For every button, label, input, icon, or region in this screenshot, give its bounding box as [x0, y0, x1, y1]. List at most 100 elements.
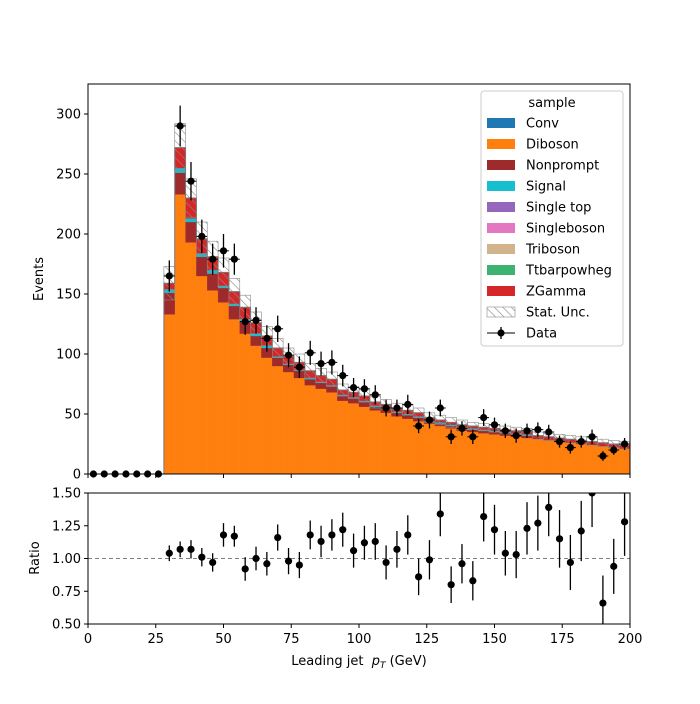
ratio-point — [490, 526, 499, 534]
bar-diboson — [293, 377, 305, 474]
bar-diboson — [532, 439, 544, 474]
bar-diboson — [337, 400, 349, 474]
x-tick-label: 100 — [347, 632, 372, 647]
ratio-point — [610, 562, 618, 570]
bar-nonprompt — [402, 415, 414, 419]
ratio-point — [252, 554, 260, 563]
ratio-point — [382, 558, 390, 567]
data-point — [480, 414, 488, 422]
ratio-point — [306, 531, 314, 539]
data-point — [317, 360, 325, 368]
bar-nonprompt — [185, 221, 197, 243]
bar-nonprompt — [217, 287, 230, 303]
ratio-y-axis-label: Ratio — [28, 541, 43, 574]
ratio-point — [458, 560, 466, 568]
data-point — [436, 404, 444, 412]
bar-diboson — [272, 365, 284, 474]
ratio-point — [588, 493, 596, 497]
ratio-y-tick-label: 0.50 — [52, 618, 81, 633]
data-point — [382, 404, 390, 412]
legend-marker — [497, 329, 505, 337]
main-y-axis-label: Events — [32, 257, 47, 301]
bar-nonprompt — [478, 430, 490, 434]
bar-diboson — [250, 345, 262, 474]
data-point — [599, 452, 607, 460]
y-tick-label: 0 — [73, 468, 81, 483]
bar-diboson — [575, 443, 587, 474]
ratio-y-tick-label: 1.00 — [52, 552, 81, 567]
bar-nonprompt — [337, 395, 349, 401]
bar-nonprompt — [326, 386, 338, 393]
ratio-point — [230, 532, 238, 540]
data-point — [284, 351, 293, 359]
ratio-point — [480, 512, 488, 521]
x-tick-label: 125 — [414, 632, 439, 647]
bar-diboson — [380, 412, 392, 474]
x-tick-label: 175 — [550, 632, 575, 647]
data-point — [230, 255, 238, 263]
main-panel: 0 50 100 150 200 250 300 Events — [32, 83, 631, 483]
x-tick-label: 0 — [84, 632, 92, 647]
bar-diboson — [174, 194, 186, 474]
data-point — [187, 177, 195, 185]
bar-diboson — [586, 445, 598, 474]
legend-label: Triboson — [525, 243, 580, 258]
legend-label: Data — [526, 327, 557, 342]
bar-diboson — [185, 242, 197, 474]
bar-diboson — [488, 434, 501, 474]
x-tick-label: 25 — [147, 632, 164, 647]
data-point — [577, 438, 585, 446]
legend-swatch — [487, 202, 515, 212]
bar-nonprompt — [315, 382, 327, 389]
data-point — [339, 372, 347, 380]
bar-diboson — [304, 385, 316, 474]
ratio-point — [425, 556, 434, 564]
legend-label: Diboson — [526, 138, 579, 153]
bar-diboson — [217, 302, 230, 474]
legend-label: Conv — [526, 117, 559, 132]
ratio-point — [328, 531, 336, 539]
bar-nonprompt — [348, 398, 360, 404]
data-point — [209, 255, 217, 263]
legend-label: Signal — [526, 180, 566, 195]
legend-entries: Conv Diboson Nonprompt Signal Single top Sing… — [486, 117, 612, 342]
bar-diboson — [619, 448, 630, 474]
x-axis-label-p: p — [371, 654, 380, 669]
data-point — [534, 426, 542, 434]
data-point — [469, 433, 477, 441]
ratio-point — [360, 539, 369, 547]
bar-nonprompt — [228, 305, 240, 320]
data-point — [501, 427, 509, 435]
y-tick-label: 150 — [56, 288, 81, 303]
bar-nonprompt — [196, 256, 208, 277]
ratio-point — [469, 577, 477, 585]
bar-diboson — [423, 423, 436, 474]
ratio-y-ticks: 0.50 0.75 1.00 1.25 1.50 — [52, 487, 88, 633]
legend-title: sample — [528, 96, 575, 111]
ratio-point — [415, 573, 423, 581]
ratio-point — [404, 531, 412, 539]
x-tick-label: 200 — [618, 632, 643, 647]
data-point — [588, 433, 596, 441]
main-x-ticks — [87, 474, 631, 478]
data-point — [415, 422, 423, 430]
bar-nonprompt — [250, 335, 262, 346]
ratio-y-tick-label: 1.50 — [52, 487, 81, 502]
bar-diboson — [434, 425, 446, 474]
ratio-point — [577, 527, 585, 535]
legend-swatch-hatch — [486, 306, 516, 318]
ratio-point — [339, 526, 347, 534]
bar-diboson — [207, 290, 219, 474]
legend-swatch — [487, 265, 515, 275]
ratio-point — [447, 581, 455, 589]
data-point — [371, 391, 379, 399]
bar-diboson — [315, 388, 327, 474]
data-point — [458, 424, 466, 432]
data-point — [404, 400, 412, 408]
ratio-points — [165, 493, 629, 624]
bar-diboson — [261, 357, 273, 474]
data-point — [490, 421, 499, 429]
ratio-point — [393, 545, 401, 553]
legend-swatch — [487, 139, 515, 149]
bar-diboson — [239, 333, 251, 474]
